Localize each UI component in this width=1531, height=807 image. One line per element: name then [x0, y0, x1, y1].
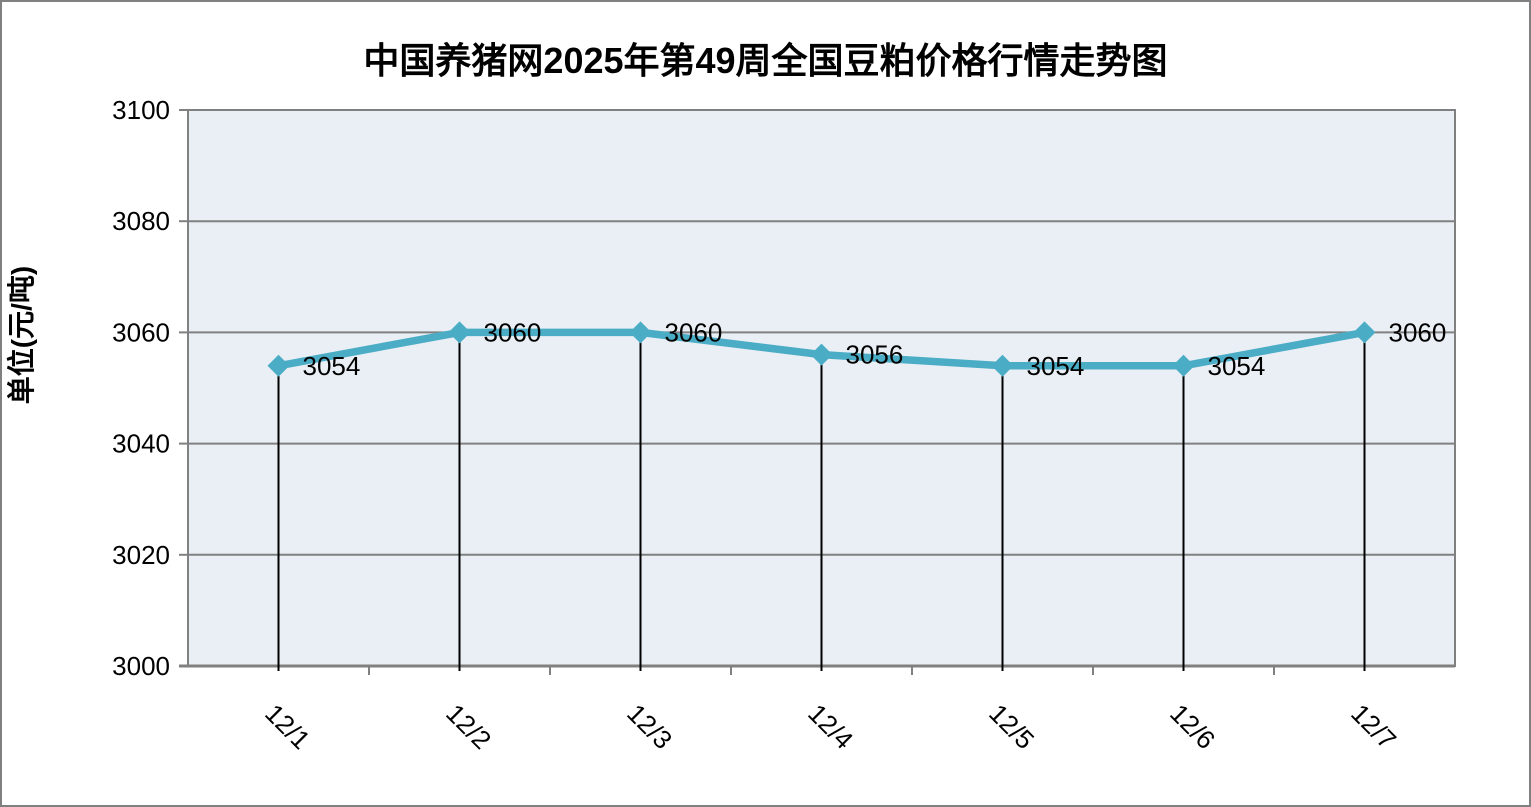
data-point-marker [267, 354, 290, 377]
x-axis-category-label: 12/6 [1164, 698, 1221, 755]
data-label: 3054 [1027, 351, 1085, 381]
y-axis-tick-label: 3060 [112, 317, 170, 347]
x-axis-category-label: 12/1 [259, 698, 316, 755]
data-label: 3060 [484, 317, 542, 347]
data-label: 3054 [1208, 351, 1266, 381]
data-label: 3056 [846, 340, 904, 370]
x-axis-category-label: 12/4 [802, 698, 859, 755]
data-label: 3054 [303, 351, 361, 381]
y-axis-tick-label: 3040 [112, 429, 170, 459]
x-axis-category-label: 12/2 [440, 698, 497, 755]
data-label: 3060 [1389, 317, 1447, 347]
data-point-marker [810, 343, 833, 366]
x-axis-category-label: 12/3 [621, 698, 678, 755]
data-label: 3060 [665, 317, 723, 347]
x-axis-category-label: 12/7 [1345, 698, 1402, 755]
y-axis-tick-label: 3100 [112, 95, 170, 125]
y-axis-tick-label: 3080 [112, 206, 170, 236]
x-axis-category-label: 12/5 [983, 698, 1040, 755]
y-axis-tick-label: 3020 [112, 540, 170, 570]
chart-title: 中国养猪网2025年第49周全国豆粕价格行情走势图 [363, 40, 1168, 81]
data-point-marker [629, 321, 652, 344]
data-point-marker [448, 321, 471, 344]
data-point-marker [991, 354, 1014, 377]
data-point-marker [1172, 354, 1195, 377]
y-axis-tick-label: 3000 [112, 651, 170, 681]
data-point-marker [1353, 321, 1376, 344]
